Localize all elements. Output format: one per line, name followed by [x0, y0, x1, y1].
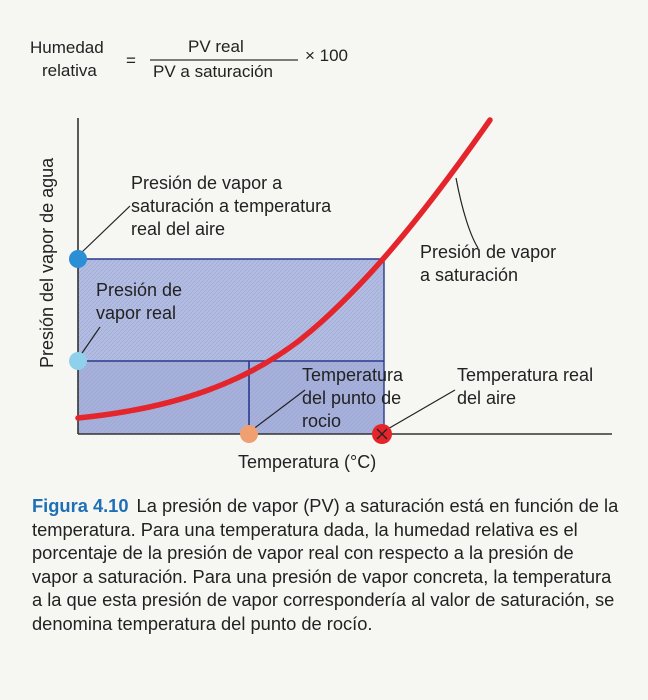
real-temperature-cross-icon — [376, 428, 388, 440]
label-sat-curve: Presión de vapor a saturación — [420, 242, 556, 285]
x-axis-label: Temperatura (°C) — [238, 452, 376, 472]
formula-lhs-line2: relativa — [42, 61, 97, 80]
saturation-pressure-dot — [69, 250, 87, 268]
svg-text:Temperatura: Temperatura — [302, 365, 404, 385]
svg-text:Presión de: Presión de — [96, 280, 182, 300]
y-axis-label: Presión del vapor de agua — [37, 157, 57, 368]
real-vapor-pressure-dot — [69, 352, 87, 370]
label-real-vapor: Presión de vapor real — [96, 280, 182, 323]
svg-text:del aire: del aire — [457, 388, 516, 408]
figure-caption: Figura 4.10 La presión de vapor (PV) a sa… — [32, 494, 624, 636]
leader-sat-curve — [455, 177, 479, 249]
formula-lhs-line1: Humedad — [30, 38, 104, 57]
label-real-temp: Temperatura real del aire — [457, 365, 593, 408]
real-vapor-area — [78, 361, 384, 434]
formula-equals: = — [126, 51, 136, 70]
formula-numerator: PV real — [188, 37, 244, 56]
svg-text:a saturación: a saturación — [420, 265, 518, 285]
saturation-curve — [75, 117, 493, 421]
svg-text:Presión de vapor: Presión de vapor — [420, 242, 556, 262]
svg-text:vapor real: vapor real — [96, 303, 176, 323]
caption-text: La presión de vapor (PV) a saturación es… — [32, 495, 619, 634]
leader-dew-point — [251, 389, 306, 431]
label-sat-at-real: Presión de vapor a saturación a temperat… — [131, 173, 332, 239]
leader-real-temp — [385, 389, 456, 431]
label-dew-point: Temperatura del punto de rocio — [302, 365, 404, 431]
leader-sat-at-real — [79, 205, 131, 255]
figure-number: Figura 4.10 — [32, 495, 129, 516]
svg-text:rocio: rocio — [302, 411, 341, 431]
svg-text:Temperatura real: Temperatura real — [457, 365, 593, 385]
svg-text:saturación a temperatura: saturación a temperatura — [131, 196, 332, 216]
svg-text:real del aire: real del aire — [131, 219, 225, 239]
svg-text:Presión de vapor a: Presión de vapor a — [131, 173, 283, 193]
formula-multiplier: × 100 — [305, 46, 348, 65]
formula-denominator: PV a saturación — [153, 62, 273, 81]
leader-real-vp — [79, 326, 101, 357]
dew-point-dot — [240, 425, 258, 443]
svg-text:del punto de: del punto de — [302, 388, 401, 408]
